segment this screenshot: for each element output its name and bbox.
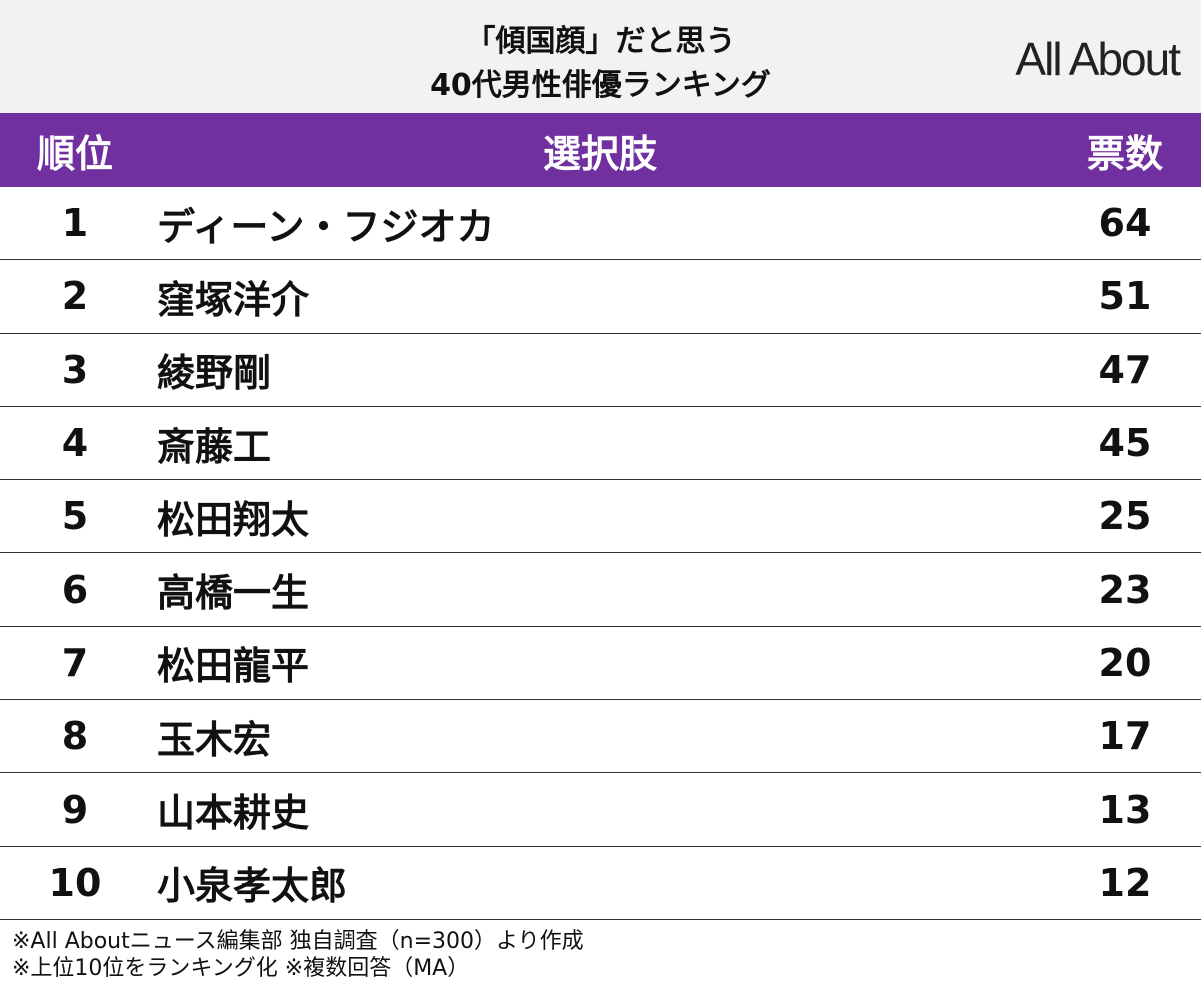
votes: 12 — [1098, 860, 1152, 905]
name: 松田龍平 — [157, 644, 310, 689]
table-row: 5 松田翔太 25 — [0, 480, 1201, 554]
votes: 25 — [1098, 494, 1152, 539]
rank: 7 — [61, 640, 89, 685]
logo: All About — [1015, 33, 1181, 85]
votes: 45 — [1098, 421, 1152, 466]
table-row: 3 綾野剛 47 — [0, 334, 1201, 407]
name: 松田翔太 — [157, 497, 310, 542]
votes: 51 — [1098, 274, 1152, 319]
title-line: 「傾国顔」だと思う — [465, 24, 736, 59]
table-row: 6 高橋一生 23 — [0, 553, 1201, 627]
footnote: ※All Aboutニュース編集部 独自調査（n=300）より作成 — [12, 929, 584, 954]
header: 「傾国顔」だと思う 40代男性俳優ランキング All About — [0, 0, 1201, 113]
rank: 9 — [61, 787, 89, 832]
rank: 8 — [61, 714, 89, 759]
title-line: 40代男性俳優ランキング — [430, 68, 771, 103]
name: 山本耕史 — [157, 791, 310, 836]
table-row: 8 玉木宏 17 — [0, 700, 1201, 774]
name: ディーン・フジオカ — [157, 204, 495, 249]
table-row: 7 松田龍平 20 — [0, 627, 1201, 701]
table-row: 2 窪塚洋介 51 — [0, 260, 1201, 334]
name: 玉木宏 — [157, 717, 272, 762]
column-header: 選択肢 — [542, 131, 657, 176]
rank: 1 — [61, 201, 89, 246]
table-row: 10 小泉孝太郎 12 — [0, 847, 1201, 920]
rank: 5 — [61, 494, 89, 539]
footer: ※All Aboutニュース編集部 独自調査（n=300）より作成 ※上位10位… — [12, 928, 584, 982]
votes: 47 — [1098, 347, 1152, 392]
name: 窪塚洋介 — [157, 277, 310, 322]
column-header: 順位 — [36, 131, 113, 176]
column-header: 票数 — [1086, 131, 1163, 176]
table-row: 9 山本耕史 13 — [0, 773, 1201, 847]
footnote: ※上位10位をランキング化 ※複数回答（MA） — [12, 956, 470, 981]
votes: 17 — [1098, 714, 1152, 759]
name: 斎藤工 — [157, 424, 272, 469]
table-header: 順位 選択肢 票数 — [0, 113, 1201, 187]
votes: 23 — [1098, 567, 1152, 612]
name: 高橋一生 — [157, 571, 310, 616]
rank: 2 — [61, 274, 89, 319]
rank: 6 — [61, 567, 89, 612]
name: 小泉孝太郎 — [157, 864, 348, 909]
rank: 10 — [48, 860, 102, 905]
table-row: 1 ディーン・フジオカ 64 — [0, 187, 1201, 261]
votes: 13 — [1098, 787, 1152, 832]
votes: 64 — [1098, 201, 1152, 246]
votes: 20 — [1098, 640, 1152, 685]
rank: 3 — [61, 347, 89, 392]
table-body: 1 ディーン・フジオカ 64 2 窪塚洋介 51 3 綾野剛 47 4 斎藤工 45 5 松田翔太 25 6 高… — [0, 187, 1201, 920]
rank: 4 — [61, 421, 89, 466]
name: 綾野剛 — [157, 351, 272, 396]
table-row: 4 斎藤工 45 — [0, 407, 1201, 481]
